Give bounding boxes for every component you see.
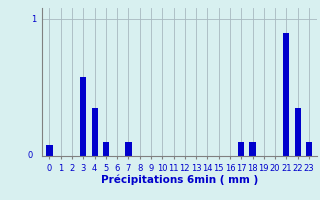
Bar (249, 142, 256, 156)
Bar (103, 142, 109, 156)
Bar (238, 142, 244, 156)
Bar (125, 142, 132, 156)
Bar (46, 145, 52, 156)
Bar (306, 142, 312, 156)
Bar (294, 108, 301, 156)
Text: 0: 0 (27, 152, 33, 160)
X-axis label: Précipitations 6min ( mm ): Précipitations 6min ( mm ) (100, 174, 258, 185)
Bar (80, 77, 86, 156)
Bar (283, 33, 290, 156)
Bar (92, 108, 98, 156)
